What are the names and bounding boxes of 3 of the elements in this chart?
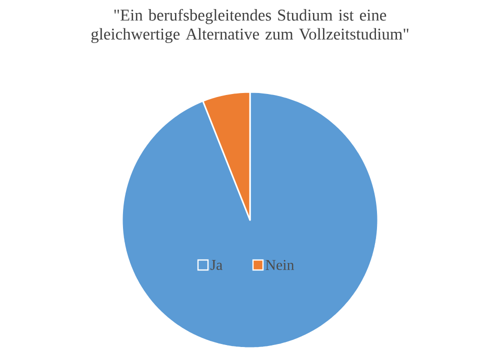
legend-label: Ja — [210, 260, 222, 270]
chart-title: "Ein berufsbegleitendes Studium ist eine gleichwertige Alternative zum Vollzeitstudium" — [91, 8, 408, 44]
legend-label: Nein — [266, 260, 294, 270]
